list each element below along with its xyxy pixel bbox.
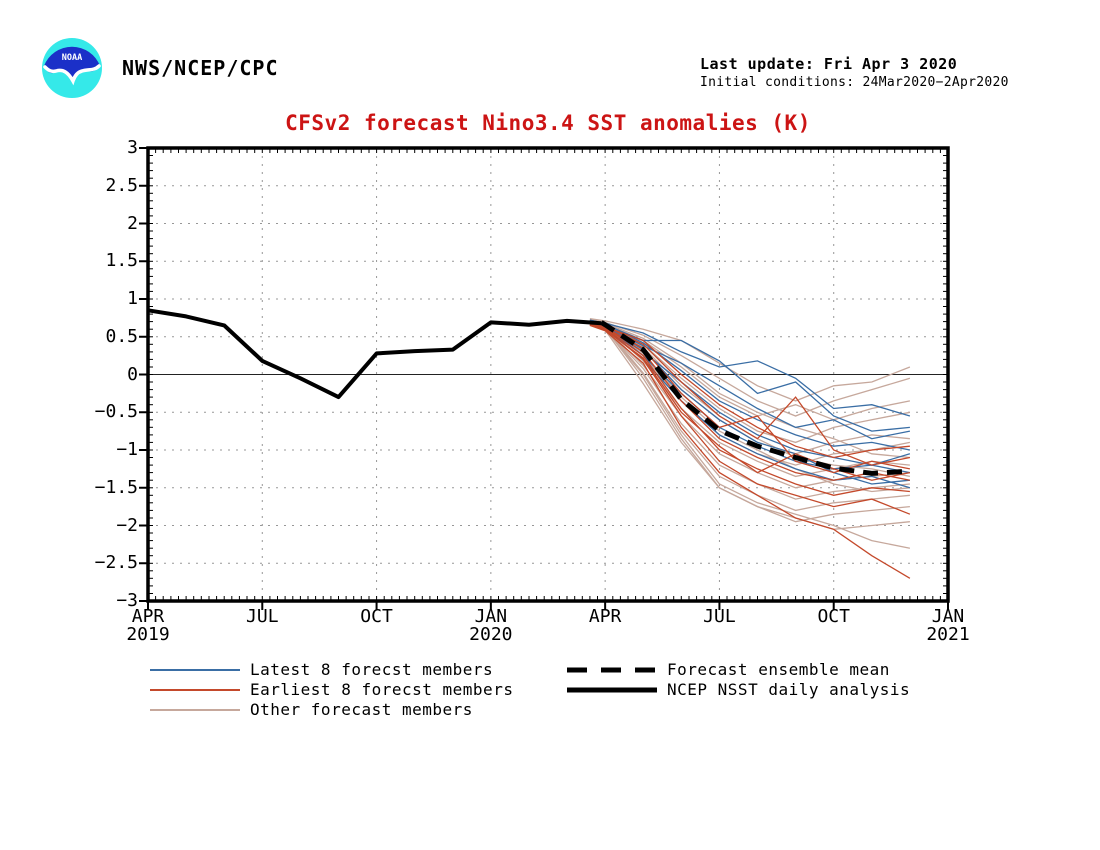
x-tick-label: APR	[131, 606, 165, 627]
legend-label-ensemble-mean: Forecast ensemble mean	[667, 660, 890, 679]
x-tick-label: JAN	[931, 606, 965, 627]
member-line-latest	[589, 320, 910, 432]
y-tick-label: −2	[116, 514, 138, 536]
legend-swatch-earliest	[150, 689, 240, 691]
y-tick-label: 1.5	[105, 250, 138, 272]
x-tick-label: OCT	[360, 606, 393, 627]
member-line-other	[589, 318, 911, 417]
ensemble-mean-line	[600, 320, 911, 476]
legend-swatch-other	[150, 709, 240, 711]
legend-label-other: Other forecast members	[250, 700, 473, 719]
member-line-other	[589, 323, 910, 500]
legend-item-nsst-analysis: NCEP NSST daily analysis	[567, 680, 987, 700]
noaa-logo-sky	[44, 46, 100, 82]
legend-label-earliest: Earliest 8 forecst members	[250, 680, 514, 699]
member-line-latest	[589, 319, 911, 417]
legend-item-ensemble-mean: Forecast ensemble mean	[567, 660, 987, 680]
y-tick-label: 2.5	[105, 174, 138, 196]
x-tick-year-label: 2020	[469, 624, 513, 645]
y-tick-label: −3	[116, 590, 138, 611]
x-tick-year-label: 2021	[926, 624, 970, 645]
plot-frame	[146, 146, 950, 603]
x-tick-label: JUL	[246, 606, 279, 627]
legend-label-latest: Latest 8 forecst members	[250, 660, 494, 679]
legend-item-earliest: Earliest 8 forecst members	[150, 680, 570, 700]
y-tick-label: 3	[127, 137, 138, 158]
member-line-other	[589, 323, 911, 549]
y-tick-label: 0.5	[105, 325, 138, 347]
legend-item-other: Other forecast members	[150, 700, 570, 720]
noaa-logo-text: NOAA	[62, 53, 82, 63]
y-tick-label: 1	[127, 288, 138, 309]
last-update-text: Last update: Fri Apr 3 2020	[700, 55, 958, 73]
chart-title: CFSv2 forecast Nino3.4 SST anomalies (K)	[285, 111, 811, 135]
member-line-earliest	[589, 322, 910, 459]
y-tick-label: −1.5	[94, 476, 138, 498]
member-line-other	[589, 319, 911, 421]
y-tick-label: −2.5	[94, 552, 138, 574]
noaa-logo-gull	[43, 64, 101, 86]
member-line-other	[589, 321, 910, 512]
y-tick-label: −0.5	[94, 401, 138, 423]
x-tick-label: OCT	[817, 606, 850, 627]
legend-swatch-latest	[150, 669, 240, 671]
legend-swatch-nsst-analysis	[567, 687, 657, 693]
member-line-earliest	[589, 324, 911, 515]
legend-swatch-ensemble-mean	[567, 667, 657, 673]
noaa-logo: NOAA	[42, 38, 102, 98]
agency-title: NWS/NCEP/CPC	[122, 56, 279, 80]
legend-item-latest: Latest 8 forecst members	[150, 660, 570, 680]
y-tick-label: 2	[127, 212, 138, 234]
x-tick-year-label: 2019	[126, 624, 170, 645]
member-line-other	[589, 324, 910, 530]
y-tick-label: −1	[116, 439, 138, 460]
legend-label-nsst-analysis: NCEP NSST daily analysis	[667, 680, 911, 699]
y-tick-label: 0	[127, 363, 138, 385]
member-line-other	[589, 319, 910, 459]
member-line-earliest	[589, 324, 911, 481]
member-line-earliest	[589, 324, 911, 579]
x-tick-label: JAN	[474, 606, 508, 627]
member-line-other	[589, 317, 911, 402]
x-tick-label: APR	[588, 606, 622, 627]
x-tick-label: JUL	[703, 606, 736, 627]
observed-line	[147, 308, 602, 400]
initial-conditions-text: Initial conditions: 24Mar2020−2Apr2020	[700, 75, 1009, 90]
